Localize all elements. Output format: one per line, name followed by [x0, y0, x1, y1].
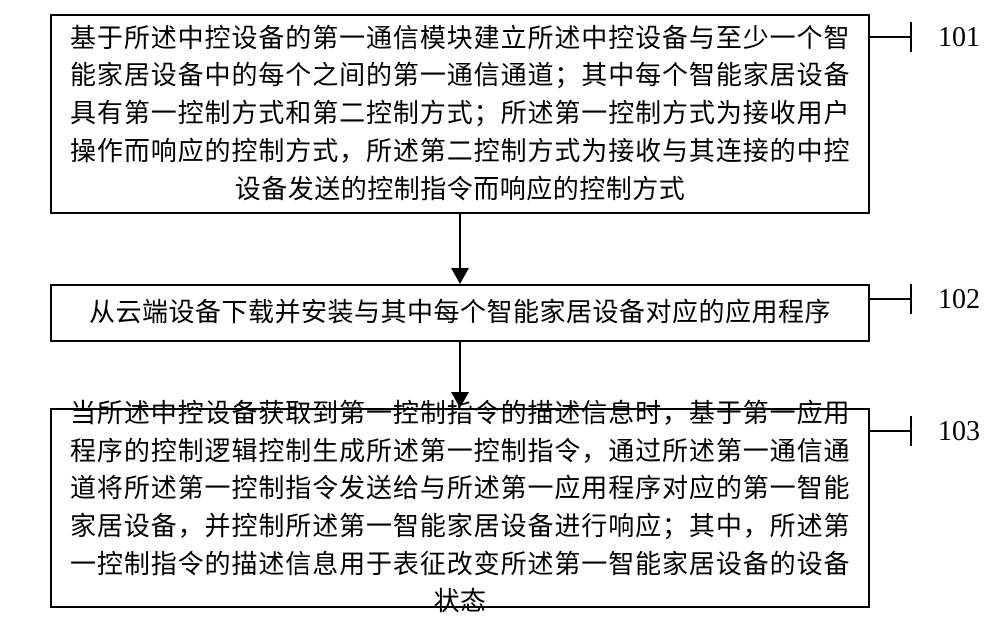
label-connector-103-v	[910, 416, 912, 446]
node-label-102: 102	[938, 284, 980, 316]
flowchart-node-step2: 从云端设备下载并安装与其中每个智能家居设备对应的应用程序	[50, 284, 870, 342]
node-text: 当所述中控设备获取到第一控制指令的描述信息时，基于第一应用程序的控制逻辑控制生成…	[70, 395, 850, 621]
label-connector-102-h	[870, 298, 910, 300]
label-connector-102-v	[910, 284, 912, 314]
edge-1-2-line	[459, 214, 461, 268]
flowchart-node-step3: 当所述中控设备获取到第一控制指令的描述信息时，基于第一应用程序的控制逻辑控制生成…	[50, 408, 870, 608]
label-connector-103-h	[870, 430, 910, 432]
label-connector-101-h	[870, 36, 910, 38]
edge-2-3-line	[459, 342, 461, 392]
label-connector-101-v	[910, 22, 912, 52]
flowchart-node-step1: 基于所述中控设备的第一通信模块建立所述中控设备与至少一个智能家居设备中的每个之间…	[50, 14, 870, 214]
node-text: 基于所述中控设备的第一通信模块建立所述中控设备与至少一个智能家居设备中的每个之间…	[70, 20, 850, 208]
node-label-101: 101	[938, 22, 980, 54]
flowchart-canvas: 基于所述中控设备的第一通信模块建立所述中控设备与至少一个智能家居设备中的每个之间…	[0, 0, 1000, 612]
node-label-103: 103	[938, 416, 980, 448]
node-text: 从云端设备下载并安装与其中每个智能家居设备对应的应用程序	[89, 294, 831, 332]
edge-1-2-head	[451, 268, 469, 284]
